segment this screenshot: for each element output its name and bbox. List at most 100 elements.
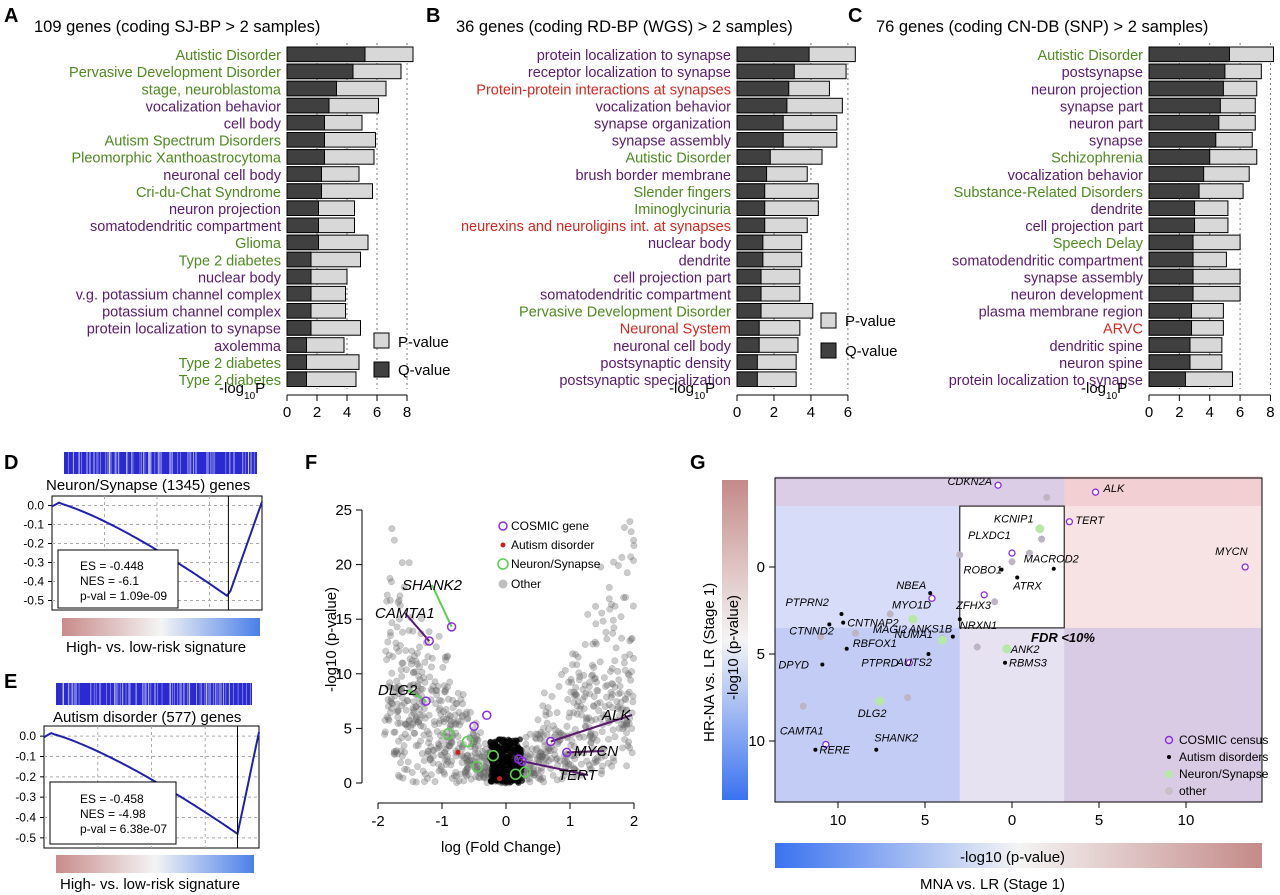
other-point xyxy=(608,690,616,698)
other-point xyxy=(565,678,573,686)
gene-point xyxy=(546,736,556,747)
other-point xyxy=(393,747,400,755)
other-point xyxy=(575,669,583,677)
other-point xyxy=(440,708,447,716)
other-point xyxy=(429,682,437,690)
term-label: dendrite xyxy=(1091,202,1143,218)
other-point xyxy=(612,644,620,652)
other-point xyxy=(542,708,550,716)
other-point xyxy=(626,637,634,645)
term-label: somatodendritic compartment xyxy=(952,253,1143,269)
other-point xyxy=(615,724,623,732)
other-point xyxy=(407,660,415,668)
other-point xyxy=(568,738,576,745)
other-point xyxy=(418,615,425,623)
other-point xyxy=(390,536,398,544)
x-tick-label: 2 xyxy=(770,404,778,421)
other-point xyxy=(404,734,412,742)
other-point xyxy=(607,693,615,701)
gene-point xyxy=(421,696,431,706)
other-point xyxy=(478,752,486,760)
autism-point xyxy=(874,747,879,752)
other-point xyxy=(416,643,423,651)
x-tick-label: 2 xyxy=(1175,404,1183,421)
other-point xyxy=(576,705,584,713)
q-value-bar xyxy=(286,354,307,370)
other-point xyxy=(590,702,598,710)
other-point xyxy=(417,722,425,730)
other-point xyxy=(499,749,506,756)
other-point xyxy=(429,752,437,760)
other-point xyxy=(409,627,417,635)
other-point xyxy=(540,724,548,732)
other-point xyxy=(594,687,602,695)
term-label: dendrite xyxy=(679,253,731,269)
other-point xyxy=(567,688,575,696)
q-value-bar xyxy=(736,371,758,387)
q-value-bar xyxy=(1148,303,1193,319)
other-point xyxy=(417,685,425,693)
x-axis-label: -log10P xyxy=(219,380,265,402)
other-point xyxy=(389,653,397,660)
legend-q-label: Q-value xyxy=(845,343,898,360)
other-point xyxy=(414,680,422,688)
other-point xyxy=(434,740,442,748)
other-point xyxy=(604,759,612,767)
other-point xyxy=(412,715,420,723)
x-tick-label: -2 xyxy=(371,813,384,830)
other-point xyxy=(556,729,564,737)
other-point xyxy=(395,615,403,623)
other-point xyxy=(616,682,624,690)
panel-b-title: 36 genes (coding RD-BP (WGS) > 2 samples… xyxy=(456,18,793,36)
legend-cosmic-marker xyxy=(498,521,508,531)
other-point xyxy=(443,653,451,661)
other-point xyxy=(410,681,417,689)
other-point xyxy=(492,764,499,771)
panel-g-xlabel2: MNA vs. LR (Stage 1) xyxy=(920,876,1065,893)
other-point xyxy=(566,709,574,717)
other-point xyxy=(429,759,437,767)
x-tick-label: 6 xyxy=(1236,404,1244,421)
other-point xyxy=(416,676,424,684)
other-point xyxy=(537,776,545,784)
panel-label-c: C xyxy=(848,5,862,27)
q-value-bar xyxy=(1148,285,1194,302)
other-point xyxy=(393,708,401,716)
other-point xyxy=(454,689,462,697)
other-point xyxy=(390,728,398,736)
other-point xyxy=(502,738,509,745)
term-label: Autistic Disorder xyxy=(1037,48,1143,64)
q-value-bar xyxy=(736,97,788,114)
other-point xyxy=(444,652,452,660)
term-label: Pleomorphic Xanthoastrocytoma xyxy=(71,151,281,167)
other-point xyxy=(394,706,402,714)
other-point xyxy=(435,767,443,775)
other-point xyxy=(617,613,625,621)
other-point xyxy=(547,755,555,763)
q-value-bar xyxy=(736,183,766,199)
other-point xyxy=(381,716,389,724)
term-label: vocalization behavior xyxy=(596,99,732,115)
other-point xyxy=(595,707,603,714)
other-point xyxy=(591,675,599,683)
other-point xyxy=(563,758,571,765)
panel-e-gsea: Autism disorder (577) genes 0.0 -0.1 -0.2 -… xyxy=(15,683,260,893)
other-point xyxy=(629,692,637,700)
barcode-d-ticks xyxy=(68,452,255,474)
other-point xyxy=(426,673,434,681)
other-point xyxy=(554,728,562,736)
other-point xyxy=(610,624,618,632)
other-point xyxy=(384,696,392,704)
gene-label: ANKS1B xyxy=(908,624,952,636)
other-point xyxy=(592,715,600,723)
legend-p-swatch xyxy=(373,332,390,349)
other-point xyxy=(600,711,608,719)
other-point xyxy=(463,757,471,764)
other-point xyxy=(388,699,396,707)
other-point xyxy=(481,757,489,765)
other-point xyxy=(627,553,635,561)
other-point xyxy=(564,696,572,703)
other-point xyxy=(437,710,445,718)
neuron-synapse-point xyxy=(1002,644,1012,654)
